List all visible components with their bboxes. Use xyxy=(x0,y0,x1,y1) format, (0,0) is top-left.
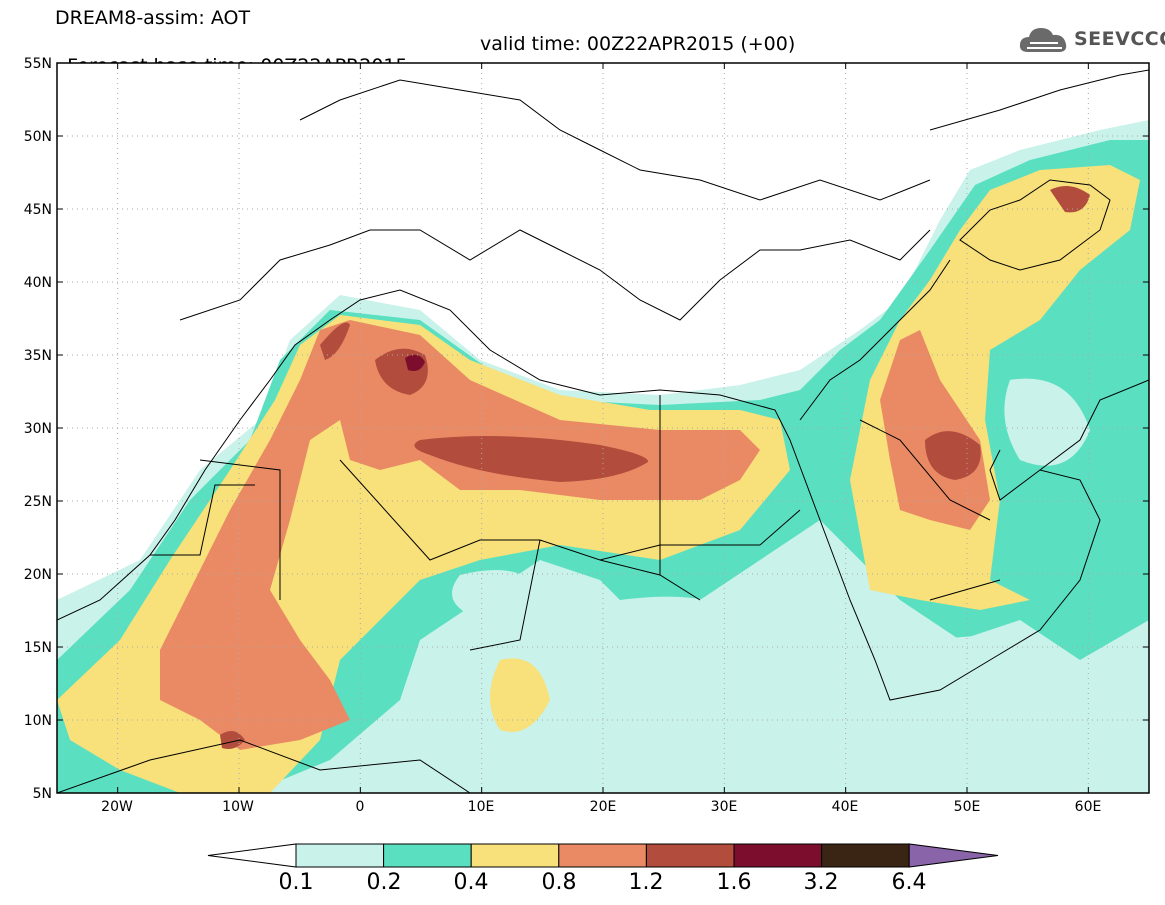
lon-tick-label: 60E xyxy=(1075,799,1102,815)
lon-axis: 20W 10W 0 10E 20E 30E 40E 50E 60E xyxy=(101,799,1101,815)
graticule xyxy=(57,63,1149,793)
colorbar-swatch xyxy=(733,843,823,868)
colorbar-low-arrow xyxy=(207,843,297,868)
lon-tick-label: 10E xyxy=(468,799,495,815)
colorbar-high-arrow xyxy=(908,843,999,868)
colorbar-label: 0.4 xyxy=(453,870,489,895)
valid-time-label: valid time: 00Z22APR2015 (+00) xyxy=(480,33,796,55)
lat-tick-label: 10N xyxy=(24,713,52,729)
colorbar xyxy=(207,843,999,868)
lat-tick-label: 30N xyxy=(24,421,52,437)
colorbar-swatch xyxy=(645,843,735,868)
aot-band-0-4-sahel xyxy=(490,658,550,732)
lat-tick-label: 25N xyxy=(24,494,52,510)
lon-tick-label: 10W xyxy=(222,799,254,815)
colorbar-label: 0.8 xyxy=(541,870,577,895)
axis-ticks xyxy=(57,62,1149,794)
colorbar-label: 1.6 xyxy=(716,870,752,895)
colorbar-swatch xyxy=(470,843,560,868)
colorbar-label: 6.4 xyxy=(891,870,927,895)
aot-pocket-c xyxy=(1004,378,1090,466)
coastlines xyxy=(57,69,1149,793)
lat-tick-label: 5N xyxy=(33,786,52,802)
aot-band-1-2-atlas xyxy=(320,322,350,360)
aot-band-0-8 xyxy=(160,320,760,750)
lat-tick-label: 50N xyxy=(24,129,52,145)
lon-tick-label: 40E xyxy=(832,799,859,815)
seevccc-logo: SEEVCCC xyxy=(1018,22,1165,56)
colorbar-label: 0.2 xyxy=(366,870,402,895)
colorbar-label: 0.1 xyxy=(278,870,314,895)
logo-text: SEEVCCC xyxy=(1074,28,1165,50)
lat-tick-label: 40N xyxy=(24,275,52,291)
colorbar-label: 3.2 xyxy=(803,870,839,895)
lon-tick-label: 30E xyxy=(711,799,738,815)
lon-tick-label: 50E xyxy=(954,799,981,815)
lon-tick-label: 20E xyxy=(590,799,617,815)
lat-tick-label: 35N xyxy=(24,348,52,364)
aot-band-1-2-westafrica xyxy=(220,731,245,749)
lat-tick-label: 55N xyxy=(24,56,52,72)
lat-tick-label: 45N xyxy=(24,202,52,218)
lon-tick-label: 20W xyxy=(101,799,133,815)
aot-pocket-a xyxy=(452,570,540,616)
colorbar-swatch xyxy=(821,843,910,868)
aot-band-1-2-caspian xyxy=(1050,186,1090,213)
map-title: DREAM8-assim: AOT xyxy=(55,7,251,29)
lat-axis: 5N 10N 15N 20N 25N 30N 35N 40N 45N 50N 5… xyxy=(24,56,52,802)
colorbar-swatch xyxy=(295,843,385,868)
aot-pocket-b xyxy=(618,596,730,646)
aot-band-0-8-mideast xyxy=(880,330,990,530)
aot-band-1-2 xyxy=(414,436,649,482)
lat-tick-label: 20N xyxy=(24,567,52,583)
aot-band-1-6 xyxy=(405,354,425,371)
cloud-icon xyxy=(1019,28,1067,52)
colorbar-swatch xyxy=(383,843,472,868)
colorbar-label: 1.2 xyxy=(628,870,664,895)
colorbar-swatch xyxy=(558,843,647,868)
lon-tick-label: 0 xyxy=(356,799,365,815)
lat-tick-label: 15N xyxy=(24,640,52,656)
